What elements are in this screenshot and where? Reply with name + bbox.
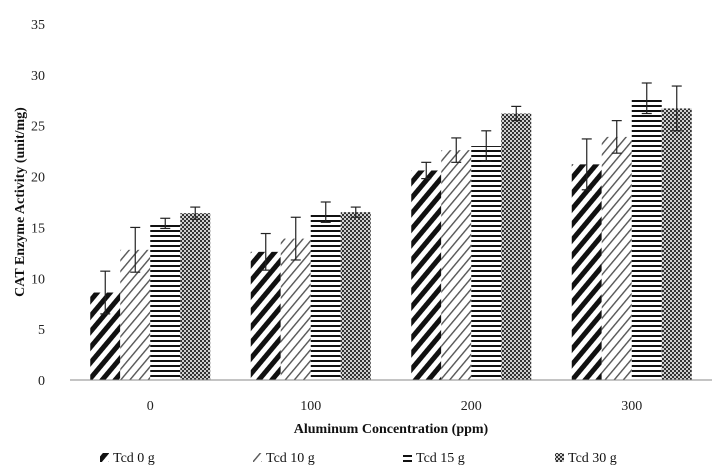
- error-bar: [481, 130, 492, 162]
- bar: [280, 238, 311, 380]
- error-bar: [190, 206, 201, 220]
- x-axis-ticks: 0 100 200 300: [147, 399, 643, 414]
- x-tick-label: 100: [300, 399, 321, 414]
- y-tick-label: 10: [31, 272, 45, 287]
- bar: [411, 170, 442, 380]
- error-bar: [421, 161, 432, 180]
- bar: [501, 113, 532, 380]
- y-tick-label: 30: [31, 69, 45, 84]
- y-axis-title: CAT Enzyme Activity (unit/mg): [13, 107, 28, 297]
- error-bar: [130, 226, 141, 273]
- error-bar: [611, 120, 622, 154]
- y-tick-label: 15: [31, 221, 45, 236]
- error-bar: [350, 206, 361, 218]
- error-bar: [581, 138, 592, 191]
- bar: [661, 108, 692, 381]
- y-axis-ticks: 0 5 10 15 20 25 30 35: [31, 18, 45, 389]
- bars: [90, 98, 692, 381]
- error-bar: [641, 82, 652, 115]
- error-bars: [100, 82, 682, 315]
- bar: [631, 98, 662, 380]
- y-tick-label: 0: [38, 374, 45, 389]
- bar: [250, 251, 281, 380]
- bar: [471, 146, 502, 380]
- legend-item: Tcd 0 g: [100, 451, 155, 466]
- bar: [310, 212, 341, 380]
- error-bar: [290, 216, 301, 261]
- legend-swatch: [100, 453, 109, 462]
- legend-label: Tcd 10 g: [266, 451, 315, 466]
- bar: [601, 136, 632, 380]
- bar: [180, 213, 211, 380]
- legend-swatch: [403, 453, 412, 462]
- bar: [340, 212, 371, 380]
- legend-swatch: [555, 453, 564, 462]
- error-bar: [100, 270, 111, 315]
- legend-label: Tcd 0 g: [113, 451, 155, 466]
- y-tick-label: 5: [38, 323, 45, 338]
- x-tick-label: 0: [147, 399, 154, 414]
- legend: Tcd 0 g Tcd 10 g Tcd 15 g Tcd 30 g: [100, 451, 617, 466]
- error-bar: [320, 201, 331, 223]
- error-bar: [451, 137, 462, 163]
- x-tick-label: 200: [461, 399, 482, 414]
- error-bar: [160, 217, 171, 230]
- legend-item: Tcd 10 g: [253, 451, 315, 466]
- y-tick-label: 25: [31, 120, 45, 135]
- bar: [441, 150, 472, 380]
- legend-swatch: [253, 453, 262, 462]
- legend-label: Tcd 15 g: [416, 451, 465, 466]
- x-tick-label: 300: [621, 399, 642, 414]
- x-axis-title: Aluminum Concentration (ppm): [294, 422, 489, 437]
- error-bar: [260, 232, 271, 271]
- y-tick-label: 35: [31, 18, 45, 33]
- bar: [571, 164, 602, 380]
- error-bar: [511, 105, 522, 122]
- y-tick-label: 20: [31, 171, 45, 186]
- legend-label: Tcd 30 g: [568, 451, 617, 466]
- error-bar: [671, 85, 682, 132]
- legend-item: Tcd 30 g: [555, 451, 617, 466]
- legend-item: Tcd 15 g: [403, 451, 465, 466]
- bar: [150, 223, 181, 380]
